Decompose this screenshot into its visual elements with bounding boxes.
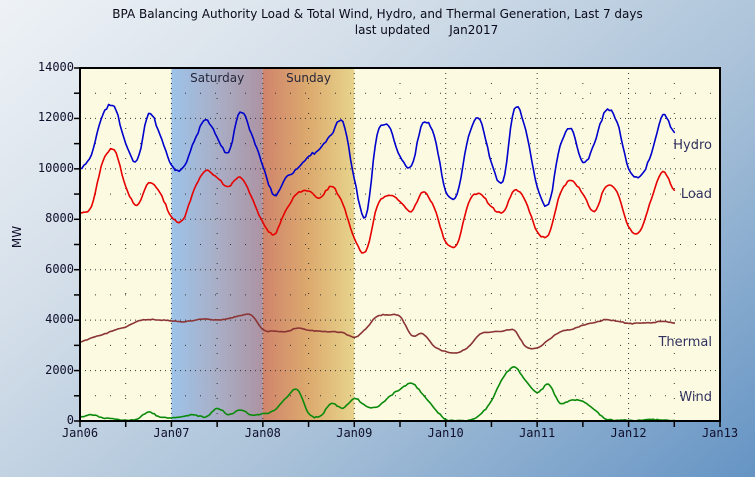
x-tick-label-jan10: Jan10 <box>427 426 464 440</box>
series-line-hydro <box>79 103 676 219</box>
y-tick-label-4000: 4000 <box>45 312 74 327</box>
series-line-wind <box>79 365 676 422</box>
chart-subtitle-last-updated: last updated Jan2017 <box>354 23 499 37</box>
y-tick-label-2000: 2000 <box>45 362 74 377</box>
x-tick-label-jan06: Jan06 <box>61 426 99 440</box>
series-line-load <box>79 147 676 254</box>
series-label-thermal: Thermal <box>658 334 712 350</box>
y-tick-label-14000: 14000 <box>37 60 74 74</box>
weekend-band-label-sunday: Sunday <box>286 71 332 85</box>
x-tick-label-jan09: Jan09 <box>336 426 373 440</box>
y-tick-label-0: 0 <box>66 413 74 427</box>
chart-title: BPA Balancing Authority Load & Total Win… <box>112 7 643 21</box>
series-label-wind: Wind <box>679 390 712 406</box>
y-tick-label-10000: 10000 <box>37 160 74 175</box>
x-tick-label-jan13: Jan13 <box>701 426 739 440</box>
x-tick-label-jan11: Jan11 <box>519 426 556 440</box>
x-tick-label-jan12: Jan12 <box>610 426 647 440</box>
series-label-load: Load <box>680 187 712 203</box>
x-tick-label-jan08: Jan08 <box>244 426 281 440</box>
y-tick-label-8000: 8000 <box>45 211 74 226</box>
y-tick-label-12000: 12000 <box>37 110 74 125</box>
weekend-band-label-saturday: Saturday <box>190 71 245 85</box>
series-line-thermal <box>79 313 676 354</box>
y-tick-label-6000: 6000 <box>45 261 74 276</box>
x-tick-label-jan07: Jan07 <box>153 426 190 440</box>
series-label-hydro: Hydro <box>673 138 712 154</box>
